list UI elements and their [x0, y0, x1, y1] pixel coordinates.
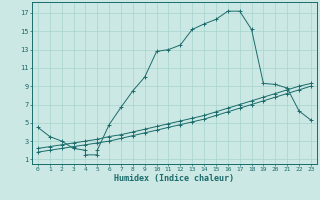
X-axis label: Humidex (Indice chaleur): Humidex (Indice chaleur)	[115, 174, 234, 183]
